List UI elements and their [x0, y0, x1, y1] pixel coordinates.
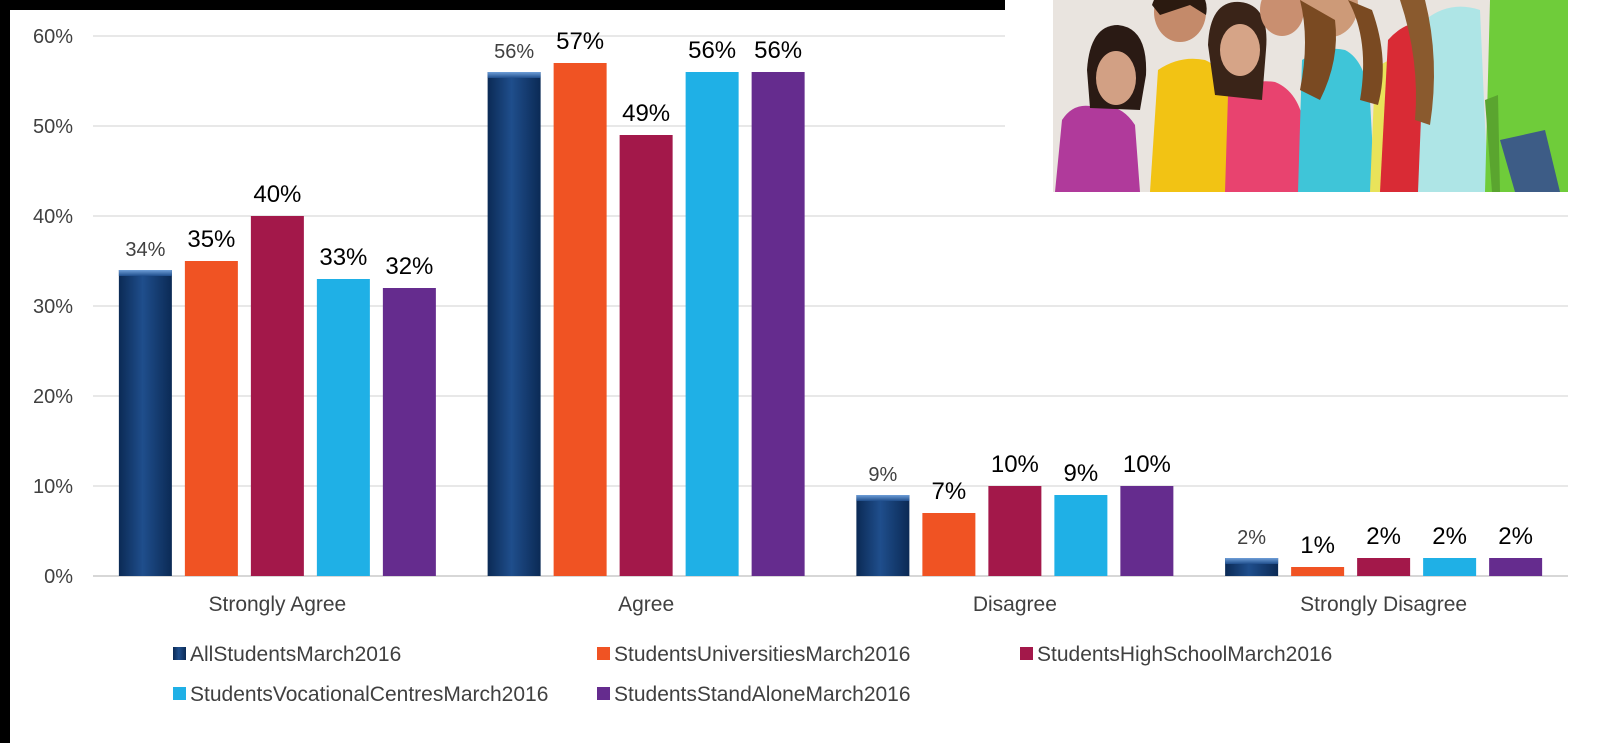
bar — [988, 486, 1042, 576]
y-tick-label: 30% — [33, 296, 73, 318]
y-tick-label: 60% — [33, 26, 73, 48]
legend-swatch — [173, 647, 186, 660]
data-label: 2% — [1237, 527, 1266, 549]
data-label: 56% — [688, 37, 736, 64]
bar — [1423, 558, 1477, 576]
data-label: 2% — [1498, 523, 1533, 550]
category-label: Strongly Agree — [208, 593, 346, 616]
data-label: 2% — [1366, 523, 1401, 550]
legend-label: StudentsStandAloneMarch2016 — [614, 683, 911, 706]
y-tick-label: 0% — [44, 566, 73, 588]
legend-swatch — [173, 687, 186, 700]
header-banner — [0, 0, 1005, 10]
legend-swatch — [1020, 647, 1033, 660]
bar — [1489, 558, 1543, 576]
data-labels: 34% 35% 40% 33% 32% 56% 57% 49% 56% 56% 9% 7% 10% 9% 1… — [125, 28, 1533, 559]
data-label: 32% — [385, 253, 433, 280]
data-label: 9% — [868, 464, 897, 486]
data-label: 10% — [1123, 451, 1171, 478]
data-label: 35% — [187, 226, 235, 253]
category-label: Agree — [618, 593, 674, 616]
bar — [487, 72, 541, 576]
data-label: 7% — [932, 478, 967, 505]
data-label: 56% — [754, 37, 802, 64]
legend-label: StudentsUniversitiesMarch2016 — [614, 643, 910, 666]
bar — [553, 63, 607, 576]
left-edge-strip — [0, 0, 10, 743]
bar-highlight — [118, 270, 172, 276]
bar — [1120, 486, 1174, 576]
bar-highlight — [487, 72, 541, 78]
bar — [751, 72, 805, 576]
y-tick-label: 50% — [33, 116, 73, 138]
bar — [922, 513, 976, 576]
bar — [118, 270, 172, 576]
data-label: 49% — [622, 100, 670, 127]
y-axis-ticks: 0% 10% 20% 30% 40% 50% 60% — [33, 26, 73, 588]
legend-label: StudentsHighSchoolMarch2016 — [1037, 643, 1332, 666]
data-label: 57% — [556, 28, 604, 55]
students-photo — [1053, 0, 1568, 193]
legend-swatch — [597, 687, 610, 700]
bar — [184, 261, 238, 576]
bar-highlight — [1225, 558, 1279, 564]
data-label: 33% — [319, 244, 367, 271]
bar — [382, 288, 436, 576]
category-labels: Strongly Agree Agree Disagree Strongly Disa… — [208, 593, 1467, 616]
data-label: 40% — [253, 181, 301, 208]
bar — [1357, 558, 1411, 576]
bar — [1291, 567, 1345, 576]
legend-swatch — [597, 647, 610, 660]
data-label: 56% — [494, 41, 534, 63]
category-label: Disagree — [973, 593, 1057, 616]
data-label: 10% — [991, 451, 1039, 478]
y-tick-label: 40% — [33, 206, 73, 228]
data-label: 9% — [1064, 460, 1099, 487]
bar — [685, 72, 739, 576]
category-label: Strongly Disagree — [1300, 593, 1467, 616]
bar — [250, 216, 304, 576]
data-label: 34% — [125, 239, 165, 261]
data-label: 1% — [1300, 532, 1335, 559]
bar — [856, 495, 910, 576]
bar — [1054, 495, 1108, 576]
bar — [316, 279, 370, 576]
bars — [118, 63, 1543, 576]
y-tick-label: 20% — [33, 386, 73, 408]
bar — [619, 135, 673, 576]
legend-label: StudentsVocationalCentresMarch2016 — [190, 683, 548, 706]
legend: AllStudentsMarch2016 StudentsUniversities… — [173, 643, 1332, 706]
bar-highlight — [856, 495, 910, 501]
y-tick-label: 10% — [33, 476, 73, 498]
data-label: 2% — [1432, 523, 1467, 550]
legend-label: AllStudentsMarch2016 — [190, 643, 401, 666]
